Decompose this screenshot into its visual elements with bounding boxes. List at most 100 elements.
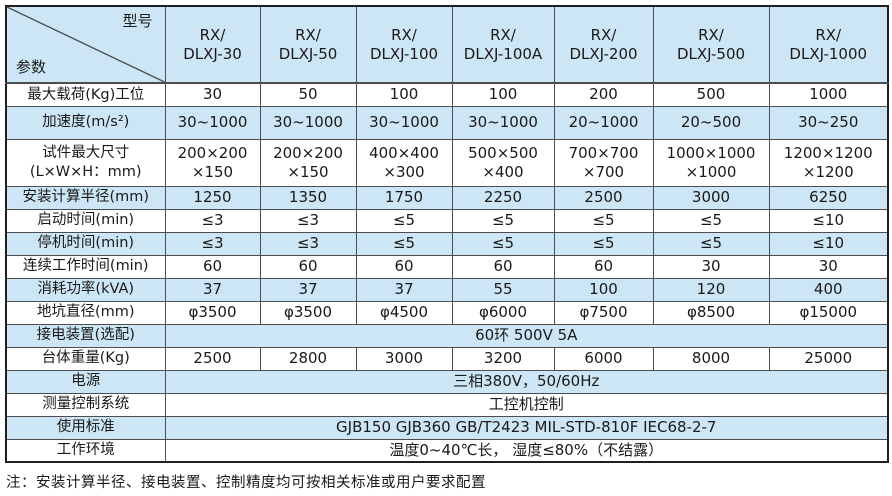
corner-label-param: 参数 [16,58,47,77]
cell-value: 30 [164,82,261,107]
table-row: 台体重量(Kg) 2500 2800 3000 3200 6000 8000 25000 [5,346,889,371]
cell-value: ≤5 [355,208,453,233]
cell-value: φ15000 [768,300,889,325]
diagonal-line [7,7,165,82]
cell-value: 8000 [652,346,770,371]
column-header: RX/ DLXJ-1000 [768,5,889,84]
cell-value: 1000×1000 ×1000 [652,138,770,187]
cell-value: φ8500 [652,300,770,325]
cell-value: φ6000 [451,300,555,325]
cell-value: ≤5 [553,231,654,256]
cell-value: 2500 [164,346,261,371]
cell-value: 30 [768,254,889,279]
cell-value: 100 [451,82,555,107]
row-label: 台体重量(Kg) [5,346,166,371]
cell-value: 1000 [768,82,889,107]
row-label: 试件最大尺寸 (L×W×H：mm) [5,138,166,187]
table-row: 连续工作时间(min) 60 60 60 60 60 30 30 [5,254,889,279]
cell-value: 200×200 ×150 [164,138,261,187]
cell-value: 6000 [553,346,654,371]
cell-value: 60 [553,254,654,279]
row-span-value: 温度0~40℃长， 湿度≤80%（不结露） [164,438,889,463]
cell-value: ≤10 [768,208,889,233]
cell-value: φ7500 [553,300,654,325]
row-label: 接电装置(选配) [5,323,166,348]
header-row: 型号 参数 RX/ DLXJ-30 RX/ DLXJ-50 RX/ DLXJ-1… [5,5,889,84]
table-row: 电源 三相380V，50/60Hz [5,369,889,394]
column-header: RX/ DLXJ-500 [652,5,770,84]
cell-value: φ3500 [164,300,261,325]
row-label: 地坑直径(mm) [5,300,166,325]
cell-value: 1250 [164,185,261,210]
cell-value: 1200×1200 ×1200 [768,138,889,187]
table-row: 安装计算半径(mm) 1250 1350 1750 2250 2500 3000 6250 [5,185,889,210]
cell-value: 30~1000 [355,105,453,140]
cell-value: 55 [451,277,555,302]
cell-value: 60 [164,254,261,279]
cell-value: 37 [259,277,357,302]
cell-value: 60 [259,254,357,279]
cell-value: ≤3 [259,231,357,256]
cell-value: 400 [768,277,889,302]
cell-value: 100 [355,82,453,107]
cell-value: 60 [355,254,453,279]
cell-value: φ3500 [259,300,357,325]
cell-value: 2250 [451,185,555,210]
cell-value: 1750 [355,185,453,210]
cell-value: ≤5 [652,231,770,256]
table-row: 地坑直径(mm) φ3500 φ3500 φ4500 φ6000 φ7500 φ8500 φ1… [5,300,889,325]
cell-value: 30~1000 [164,105,261,140]
cell-value: 2500 [553,185,654,210]
cell-value: 500×500 ×400 [451,138,555,187]
table-row: 使用标准 GJB150 GJB360 GB/T2423 MIL-STD-810F … [5,415,889,440]
column-header: RX/ DLXJ-50 [259,5,357,84]
cell-value: φ4500 [355,300,453,325]
row-label: 使用标准 [5,415,166,440]
cell-value: ≤3 [164,208,261,233]
footnote: 注：安装计算半径、接电装置、控制精度均可按相关标准或用户要求配置 [6,475,486,491]
cell-value: 1350 [259,185,357,210]
row-span-value: 60环 500V 5A [164,323,889,348]
table-row: 加速度(m/s²) 30~1000 30~1000 30~1000 30~1000 20~… [5,105,889,140]
cell-value: 3200 [451,346,555,371]
table-row: 启动时间(min) ≤3 ≤3 ≤5 ≤5 ≤5 ≤5 ≤10 [5,208,889,233]
cell-value: 30~1000 [451,105,555,140]
table-row: 最大载荷(Kg)工位 30 50 100 100 200 500 1000 [5,82,889,107]
column-header: RX/ DLXJ-200 [553,5,654,84]
column-header: RX/ DLXJ-100A [451,5,555,84]
row-label: 停机时间(min) [5,231,166,256]
cell-value: 50 [259,82,357,107]
cell-value: ≤5 [355,231,453,256]
row-label: 测量控制系统 [5,392,166,417]
cell-value: 120 [652,277,770,302]
table-row: 停机时间(min) ≤3 ≤3 ≤5 ≤5 ≤5 ≤5 ≤10 [5,231,889,256]
row-label: 最大载荷(Kg)工位 [5,82,166,107]
cell-value: ≤10 [768,231,889,256]
row-label: 启动时间(min) [5,208,166,233]
cell-value: ≤3 [259,208,357,233]
cell-value: 700×700 ×700 [553,138,654,187]
cell-value: 3000 [652,185,770,210]
cell-value: 25000 [768,346,889,371]
cell-value: 500 [652,82,770,107]
spec-table-body: 最大载荷(Kg)工位 30 50 100 100 200 500 1000 加速度(m/s²) 3… [5,82,889,463]
row-label: 消耗功率(kVA) [5,277,166,302]
table-row: 测量控制系统 工控机控制 [5,392,889,417]
table-row: 试件最大尺寸 (L×W×H：mm) 200×200 ×150 200×200 ×15… [5,138,889,187]
cell-value: 20~1000 [553,105,654,140]
row-label: 连续工作时间(min) [5,254,166,279]
cell-value: 400×400 ×300 [355,138,453,187]
row-span-value: 三相380V，50/60Hz [164,369,889,394]
corner-cell: 型号 参数 [5,5,166,84]
cell-value: 200×200 ×150 [259,138,357,187]
cell-value: ≤5 [451,231,555,256]
cell-value: ≤5 [553,208,654,233]
cell-value: 3000 [355,346,453,371]
cell-value: 2800 [259,346,357,371]
cell-value: 37 [355,277,453,302]
row-span-value: GJB150 GJB360 GB/T2423 MIL-STD-810F IEC6… [164,415,889,440]
cell-value: 6250 [768,185,889,210]
row-label: 加速度(m/s²) [5,105,166,140]
cell-value: 20~500 [652,105,770,140]
